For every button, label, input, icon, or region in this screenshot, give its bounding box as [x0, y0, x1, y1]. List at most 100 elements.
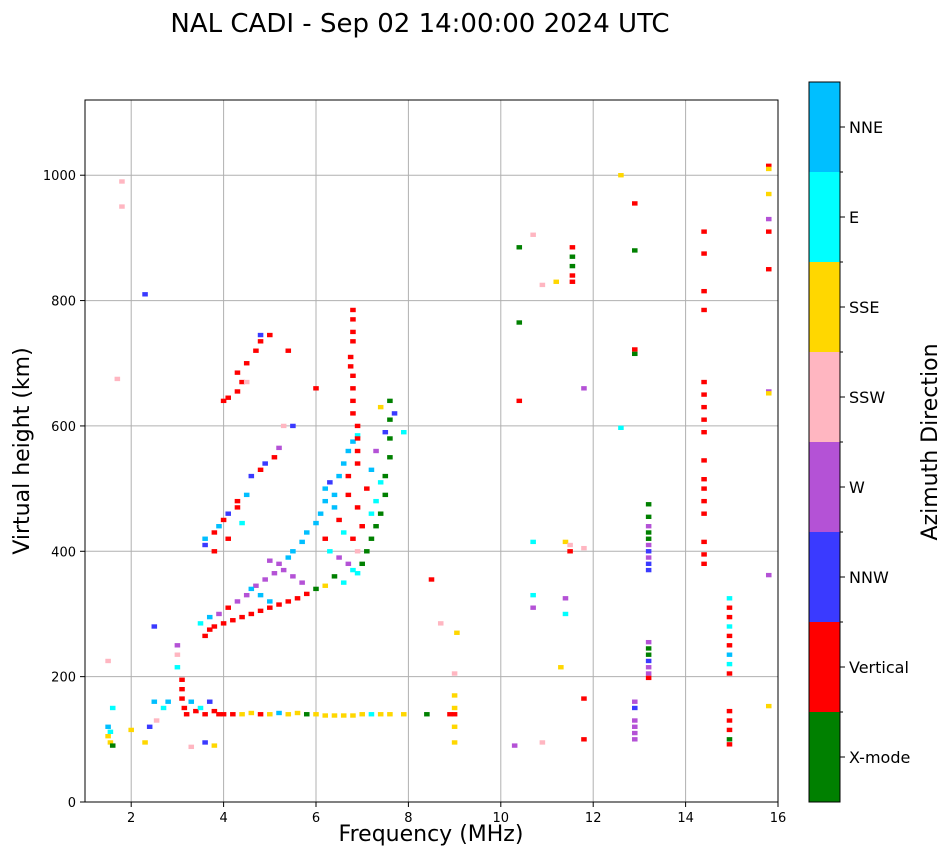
echo-mark: [211, 708, 218, 714]
echo-mark: [451, 740, 458, 745]
echo-mark: [105, 724, 111, 729]
echo-mark: [701, 486, 707, 491]
echo-mark: [340, 580, 347, 585]
echo-mark: [359, 561, 365, 567]
echo-mark: [234, 389, 241, 394]
echo-mark: [234, 498, 241, 504]
echo-mark: [202, 633, 208, 639]
echo-mark: [726, 652, 733, 657]
echo-mark: [322, 713, 329, 718]
echo-mark: [347, 354, 354, 360]
echo-mark: [336, 473, 342, 479]
echo-mark: [345, 473, 352, 479]
echo-layer: [105, 163, 772, 750]
echo-mark: [632, 699, 638, 704]
colorbar: X-mode Vertical NNW W SSW SSE E NNE: [808, 81, 910, 803]
y-tick-label: 0: [68, 796, 76, 811]
echo-mark: [726, 643, 733, 648]
echo-mark: [181, 705, 188, 711]
echo-mark: [364, 486, 370, 491]
echo-mark: [322, 486, 329, 491]
echo-mark: [618, 425, 624, 431]
echo-mark: [701, 392, 707, 397]
echo-mark: [257, 467, 264, 472]
echo-mark: [243, 379, 250, 385]
echo-mark: [271, 571, 278, 576]
echo-mark: [230, 618, 236, 623]
echo-mark: [174, 652, 181, 657]
echo-mark: [151, 624, 158, 629]
colorbar-segment: [809, 172, 840, 262]
echo-mark: [267, 599, 273, 604]
chart-title: NAL CADI - Sep 02 14:00:00 2024 UTC: [170, 9, 669, 39]
y-axis-label: Virtual height (km): [10, 347, 35, 554]
echo-mark: [350, 329, 356, 335]
echo-mark: [211, 549, 218, 554]
echo-mark: [645, 652, 652, 657]
echo-mark: [359, 712, 365, 717]
colorbar-segment: [809, 712, 840, 802]
echo-mark: [211, 743, 218, 748]
echo-mark: [350, 307, 356, 313]
echo-mark: [569, 273, 576, 278]
echo-mark: [347, 364, 354, 369]
echo-mark: [437, 621, 444, 626]
echo-mark: [290, 423, 296, 429]
echo-mark: [645, 555, 652, 560]
echo-mark: [313, 386, 319, 391]
echo-mark: [373, 448, 379, 454]
echo-mark: [516, 398, 523, 404]
echo-mark: [382, 473, 389, 479]
echo-mark: [701, 417, 707, 422]
x-tick-label: 10: [493, 811, 510, 826]
colorbar-tick-label: W: [849, 478, 865, 497]
echo-mark: [322, 536, 329, 541]
echo-mark: [726, 671, 733, 676]
echo-mark: [193, 708, 199, 714]
echo-mark: [303, 530, 310, 535]
echo-mark: [239, 520, 245, 526]
y-tick-label: 400: [51, 545, 76, 560]
echo-mark: [726, 624, 733, 629]
colorbar-segment: [809, 262, 840, 352]
echo-mark: [726, 737, 733, 742]
echo-mark: [354, 433, 361, 438]
echo-mark: [562, 539, 569, 545]
echo-mark: [114, 376, 121, 382]
echo-mark: [632, 201, 638, 206]
echo-mark: [174, 665, 181, 670]
echo-mark: [234, 599, 241, 604]
echo-mark: [340, 461, 347, 466]
echo-mark: [354, 461, 361, 466]
echo-mark: [581, 545, 587, 551]
echo-mark: [454, 630, 460, 635]
echo-mark: [220, 517, 227, 523]
echo-mark: [645, 536, 652, 541]
echo-mark: [276, 445, 282, 451]
echo-mark: [726, 727, 733, 733]
echo-mark: [359, 524, 365, 529]
echo-mark: [701, 229, 707, 234]
echo-mark: [248, 710, 255, 716]
x-tick-label: 12: [585, 811, 602, 826]
echo-mark: [248, 586, 255, 592]
echo-mark: [765, 166, 772, 172]
echo-mark: [225, 395, 231, 400]
echo-mark: [109, 743, 116, 748]
echo-mark: [530, 232, 536, 237]
x-tick-label: 8: [404, 811, 412, 826]
echo-mark: [248, 611, 255, 617]
echo-mark: [632, 347, 638, 352]
echo-mark: [377, 404, 384, 410]
echo-mark: [382, 492, 389, 498]
echo-mark: [701, 552, 707, 557]
echo-mark: [765, 572, 772, 578]
echo-mark: [257, 712, 264, 717]
echo-mark: [726, 596, 733, 601]
echo-mark: [160, 705, 167, 711]
echo-mark: [257, 332, 264, 338]
echo-mark: [645, 549, 652, 554]
echo-mark: [632, 724, 638, 729]
echo-mark: [220, 712, 227, 717]
